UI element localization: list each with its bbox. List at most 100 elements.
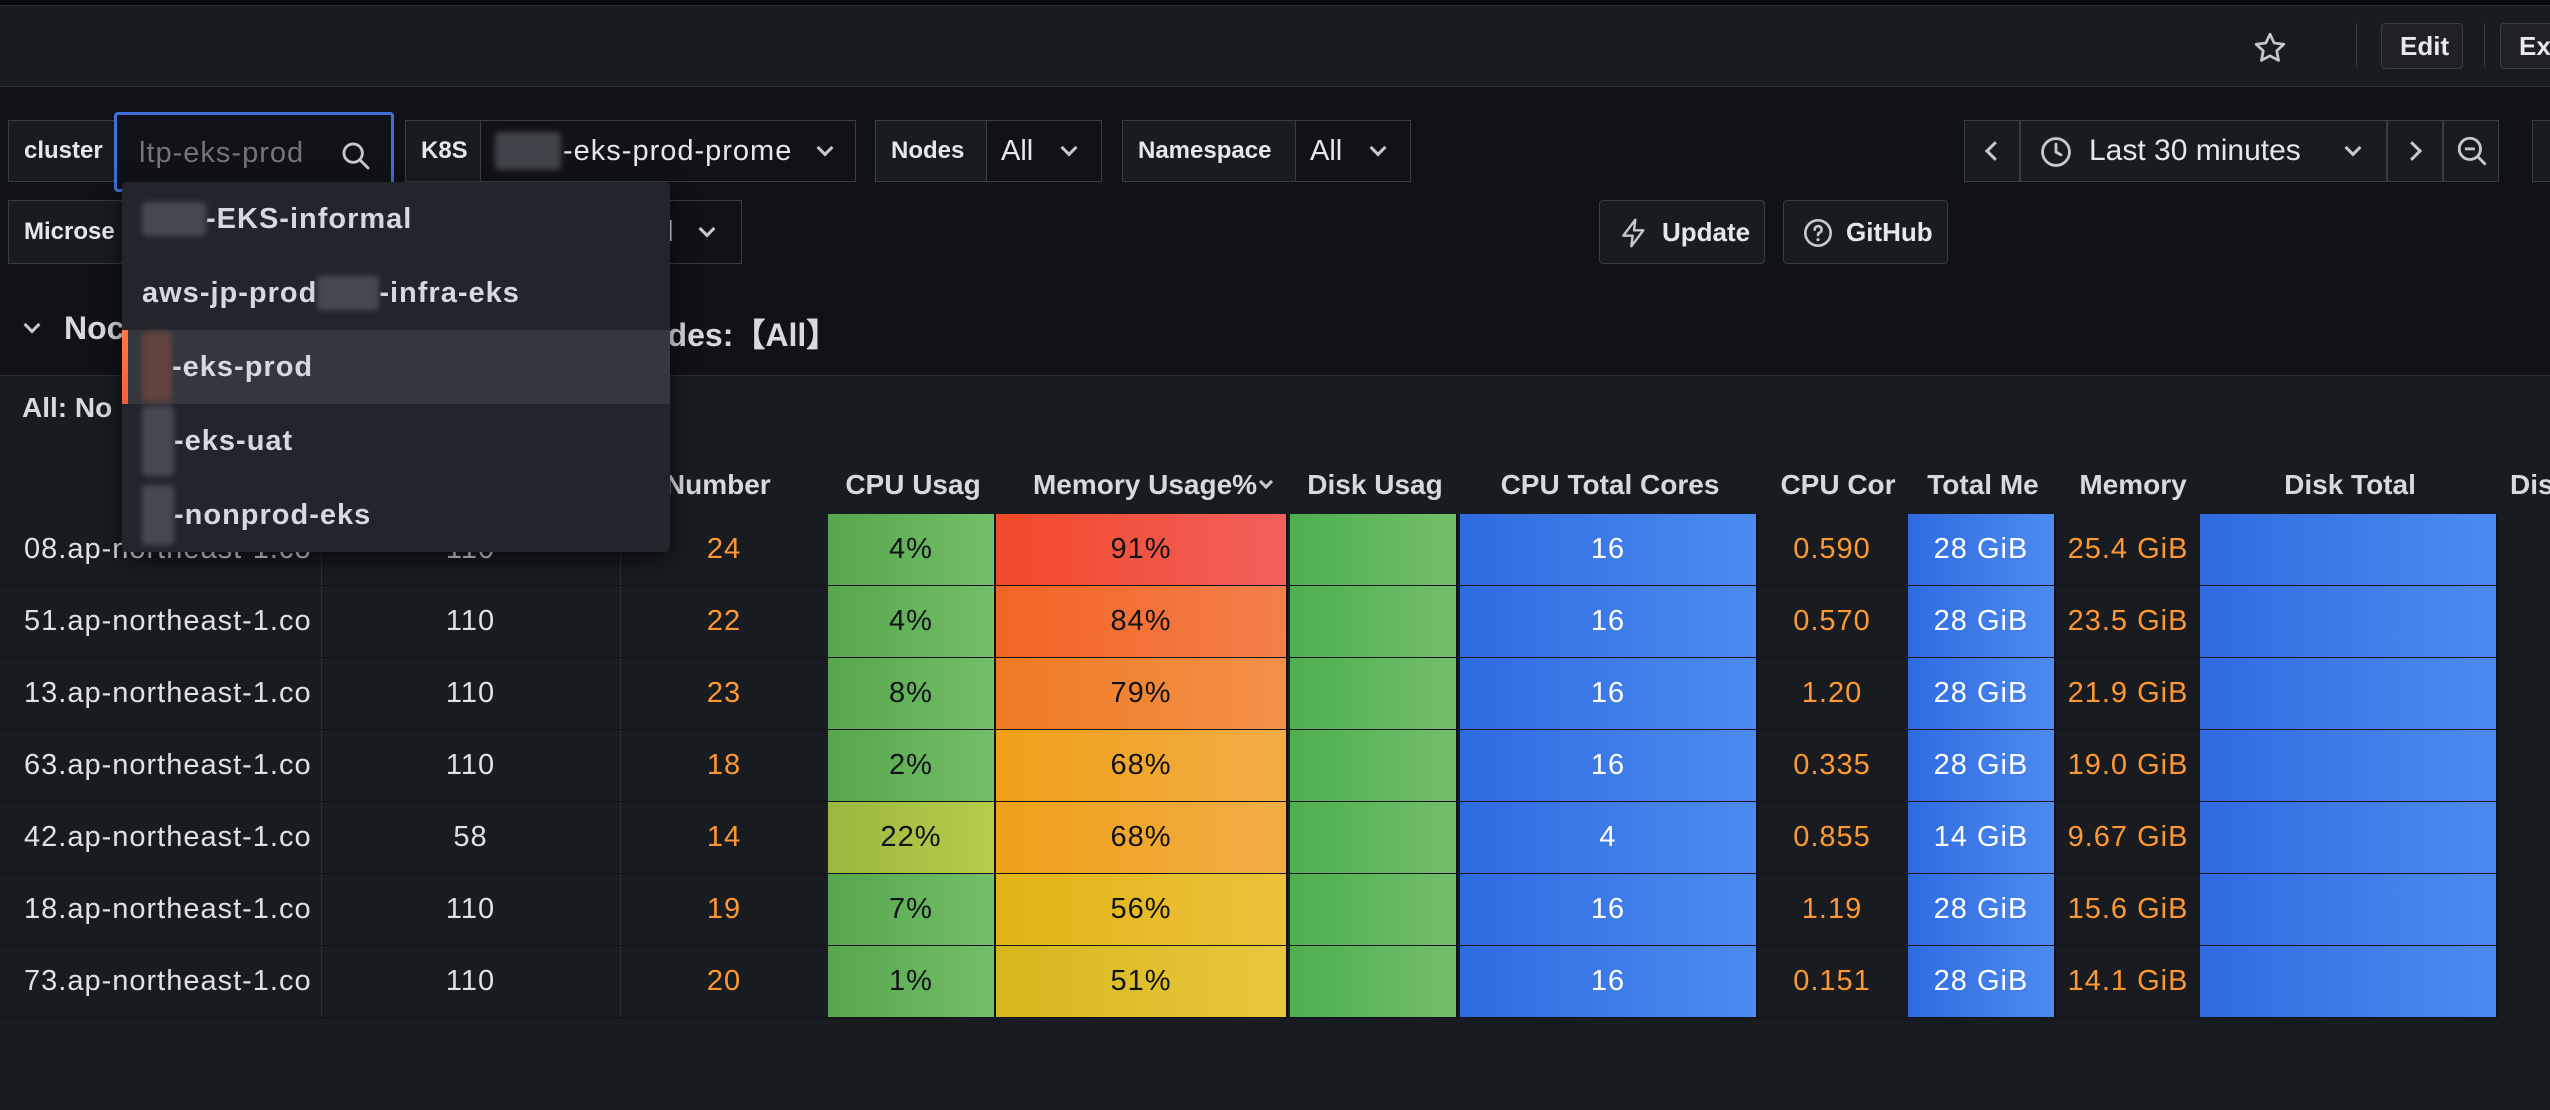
table-cell-bar [1290,586,1458,658]
column-divider [620,512,621,1018]
table-row[interactable]: 73.ap-northeast-1.co 110 20 1% 51% 16 0.151 28 … [0,946,2550,1018]
table-cell-pods: 110 [321,874,620,946]
cluster-variable-label: cluster [8,120,116,182]
dropdown-option-label: -infra-eks [379,276,520,309]
table-row[interactable]: 13.ap-northeast-1.co 110 23 8% 79% 16 1.20 28 G… [0,658,2550,730]
table-cell-pod-num: 23 [620,658,828,730]
nodes-variable-select[interactable]: All [986,120,1102,182]
chevron-down-icon [1369,139,1387,157]
column-header[interactable]: Disk Total [2284,469,2416,500]
table-cell-mem: 84% [996,586,1288,658]
zoom-out-button[interactable] [2443,120,2499,182]
redacted-text [142,406,174,476]
table-row[interactable]: 18.ap-northeast-1.co 110 19 7% 56% 16 1.19 28 G… [0,874,2550,946]
toolbar-divider [2484,23,2485,67]
table-row[interactable]: 63.ap-northeast-1.co 110 18 2% 68% 16 0.335 28 … [0,730,2550,802]
column-header[interactable]: CPU Usag [845,469,981,500]
redacted-text [495,132,561,170]
cluster-dropdown: -EKS-informal aws-jp-prod -infra-eks -ek… [122,182,670,552]
table-cell-mem: 56% [996,874,1288,946]
microservice-variable-value: l [667,215,674,248]
column-header[interactable]: CPU Total Cores [1500,469,1720,500]
table-header: d Number CPU Usag Memory Usage% Disk Usa… [0,458,2550,512]
redacted-text [317,276,380,310]
namespace-variable-select[interactable]: All [1295,120,1411,182]
table-cell-mem: 91% [996,514,1288,586]
chevron-left-icon [1984,141,2005,161]
table-cell-total-mem: 28 GiB [1908,946,2056,1018]
column-header[interactable]: Memory [2079,469,2187,500]
table-cell-cpu: 4% [828,514,996,586]
table-row[interactable]: 51.ap-northeast-1.co 110 22 4% 84% 16 0.570 28 … [0,586,2550,658]
table-cell-total-mem: 28 GiB [1908,514,2056,586]
table-cell-cpu-used: 0.335 [1758,730,1906,802]
table-cell-cores: 16 [1460,874,1758,946]
refresh-button[interactable] [2532,120,2550,182]
table-cell-host: 63.ap-northeast-1.co [0,730,321,802]
table-cell-bar [1290,514,1458,586]
chevron-down-icon [1060,139,1078,157]
update-button[interactable]: Update [1599,200,1765,264]
table-cell-pod-num: 24 [620,514,828,586]
cluster-search-field[interactable] [139,133,339,173]
cluster-search-input[interactable] [114,112,394,192]
table-cell-pod-num: 20 [620,946,828,1018]
table-row[interactable]: 42.ap-northeast-1.co 58 14 22% 68% 4 0.855 14 G… [0,802,2550,874]
dropdown-option[interactable]: -eks-uat [122,404,670,478]
column-header[interactable]: Disk Usag [1307,469,1443,500]
chevron-down-icon [2344,139,2362,157]
table-cell-cpu: 22% [828,802,996,874]
table-cell-cores: 16 [1460,730,1758,802]
table-cell-cpu-used: 1.19 [1758,874,1906,946]
k8s-variable-label: K8S [405,120,481,182]
column-header[interactable]: CPU Cor [1780,469,1896,500]
k8s-variable-select[interactable]: -eks-prod-prome [480,120,856,182]
question-circle-icon [1804,219,1832,247]
table-cell-cpu: 8% [828,658,996,730]
column-header[interactable]: Dis [2510,469,2550,500]
dropdown-option[interactable]: aws-jp-prod -infra-eks [122,256,670,330]
github-button[interactable]: GitHub [1783,200,1948,264]
table-cell-total-mem: 28 GiB [1908,586,2056,658]
column-header[interactable]: Total Me [1927,469,2039,500]
table-cell-bar [1290,658,1458,730]
edit-button[interactable]: Edit [2381,23,2463,69]
row-header[interactable]: Noc odes:【All】 [0,300,900,356]
export-button[interactable]: Export [2500,23,2550,69]
star-icon[interactable] [2252,30,2288,66]
table-cell-pods: 110 [321,658,620,730]
time-range-back-button[interactable] [1964,120,2020,182]
dropdown-option[interactable]: -nonprod-eks [122,478,670,552]
table-cell-cpu-used: 0.855 [1758,802,1906,874]
column-header[interactable]: Memory Usage% [1032,469,1258,500]
dropdown-option-selected[interactable]: -eks-prod [122,330,670,404]
table-cell-pod-num: 19 [620,874,828,946]
top-line [0,0,2550,6]
time-range-picker[interactable]: Last 30 minutes [2020,120,2387,182]
table-cell-cpu: 7% [828,874,996,946]
table-cell-mem: 68% [996,730,1288,802]
chevron-down-icon [816,139,834,157]
table-cell-cpu: 1% [828,946,996,1018]
table-cell-cpu-used: 0.151 [1758,946,1906,1018]
table-cell-total-mem: 28 GiB [1908,730,2056,802]
table-cell-host: 73.ap-northeast-1.co [0,946,321,1018]
table-cell-pods: 58 [321,802,620,874]
table-cell-total-mem: 28 GiB [1908,874,2056,946]
table-cell-bar [2200,658,2498,730]
table-cell-mem: 79% [996,658,1288,730]
chevron-right-icon [2402,141,2423,161]
dropdown-option[interactable]: -EKS-informal [122,182,670,256]
table-cell-mem-used: 14.1 GiB [2058,946,2198,1018]
table-cell-bar [2200,730,2498,802]
table-cell-mem: 51% [996,946,1288,1018]
table-cell-bar [2200,802,2498,874]
redacted-text [142,485,174,545]
lightning-icon [1622,218,1645,248]
chevron-down-icon [698,220,716,238]
nodes-variable-label: Nodes [875,120,987,182]
dropdown-option-label: -eks-prod [172,350,314,383]
dropdown-option-label: -nonprod-eks [174,498,372,531]
time-range-forward-button[interactable] [2387,120,2443,182]
table-cell-cores: 16 [1460,514,1758,586]
